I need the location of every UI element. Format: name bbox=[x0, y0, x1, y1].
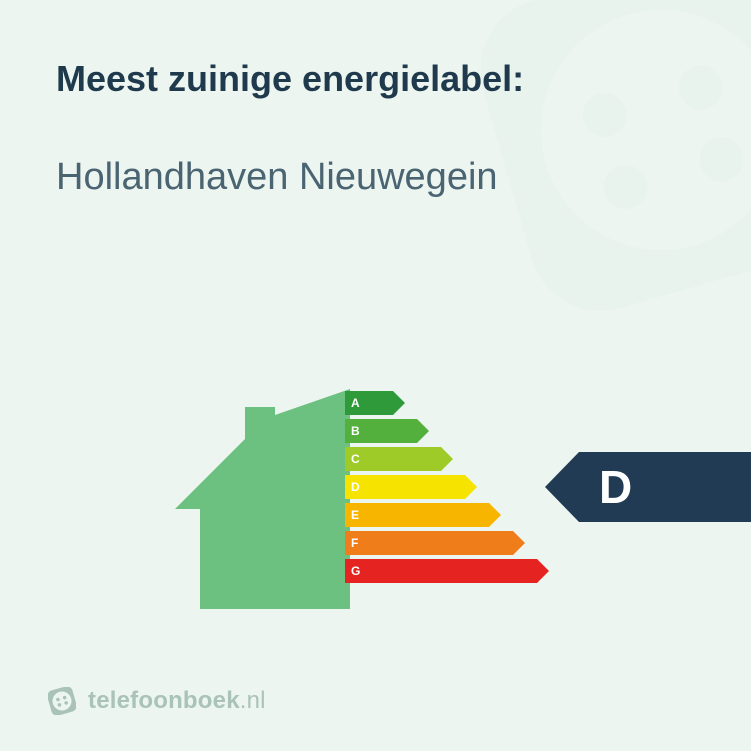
energy-bars: ABCDEFG bbox=[345, 391, 537, 587]
brand-name: telefoonboek.nl bbox=[88, 687, 266, 715]
selected-label-value: D bbox=[579, 452, 751, 522]
energy-bar-body: F bbox=[345, 531, 513, 555]
energy-label-chart: ABCDEFG D bbox=[0, 350, 751, 610]
house-icon bbox=[175, 389, 350, 614]
page-title: Meest zuinige energielabel: bbox=[56, 58, 695, 100]
energy-bar-arrow bbox=[537, 559, 549, 583]
selected-label-arrow bbox=[545, 452, 579, 522]
energy-bar-b: B bbox=[345, 419, 537, 443]
energy-bar-arrow bbox=[489, 503, 501, 527]
location-name: Hollandhaven Nieuwegein bbox=[56, 156, 695, 199]
energy-bar-arrow bbox=[465, 475, 477, 499]
energy-bar-label: A bbox=[351, 391, 360, 415]
energy-bar-label: F bbox=[351, 531, 358, 555]
brand-logo-icon bbox=[48, 687, 76, 715]
energy-bar-label: B bbox=[351, 419, 360, 443]
brand-name-bold: telefoonboek bbox=[88, 687, 240, 714]
energy-bar-label: G bbox=[351, 559, 360, 583]
energy-bar-d: D bbox=[345, 475, 537, 499]
selected-label-badge: D bbox=[545, 452, 751, 522]
brand-name-light: .nl bbox=[240, 687, 266, 714]
energy-bar-c: C bbox=[345, 447, 537, 471]
energy-bar-label: E bbox=[351, 503, 359, 527]
energy-bar-arrow bbox=[441, 447, 453, 471]
energy-bar-arrow bbox=[417, 419, 429, 443]
energy-bar-arrow bbox=[393, 391, 405, 415]
energy-bar-body: D bbox=[345, 475, 465, 499]
energy-bar-body: A bbox=[345, 391, 393, 415]
footer-branding: telefoonboek.nl bbox=[48, 687, 266, 715]
energy-bar-e: E bbox=[345, 503, 537, 527]
energy-bar-g: G bbox=[345, 559, 537, 583]
energy-bar-label: D bbox=[351, 475, 360, 499]
energy-bar-f: F bbox=[345, 531, 537, 555]
energy-bar-arrow bbox=[513, 531, 525, 555]
energy-bar-body: C bbox=[345, 447, 441, 471]
energy-bar-a: A bbox=[345, 391, 537, 415]
energy-bar-body: G bbox=[345, 559, 537, 583]
energy-bar-body: B bbox=[345, 419, 417, 443]
energy-bar-body: E bbox=[345, 503, 489, 527]
energy-bar-label: C bbox=[351, 447, 360, 471]
